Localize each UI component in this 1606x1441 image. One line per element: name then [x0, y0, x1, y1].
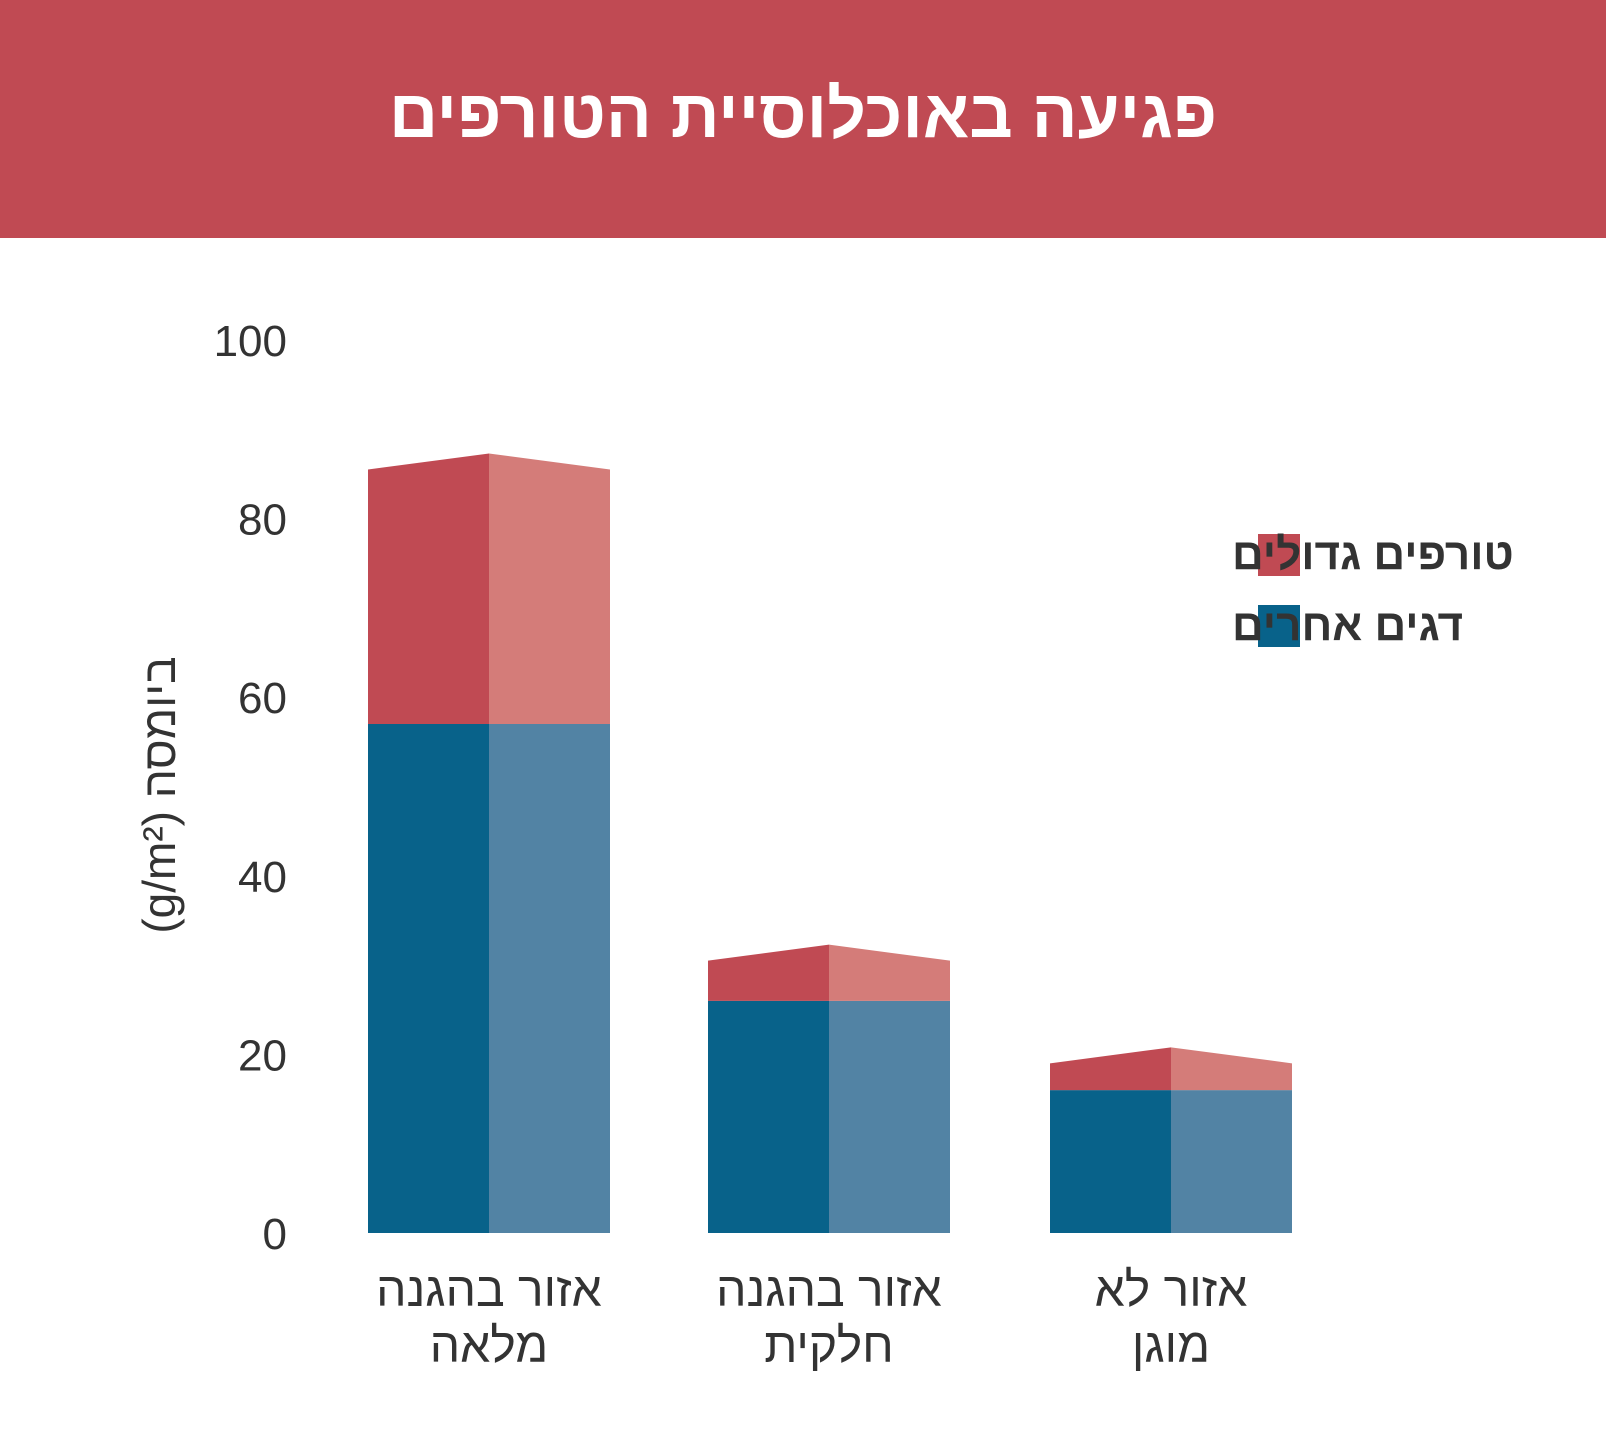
- legend-swatch: [1258, 605, 1300, 647]
- y-axis-label: ביומסה (g/m²): [133, 656, 185, 933]
- y-tick-label: 20: [238, 1031, 287, 1080]
- y-tick-label: 40: [238, 853, 287, 902]
- x-tick-label: אזור לא: [1095, 1264, 1248, 1317]
- legend: טורפים גדולים דגים אחרים: [1232, 530, 1514, 650]
- x-tick-label: מוגן: [1132, 1320, 1210, 1373]
- bar-large-predators: [708, 944, 829, 1001]
- bar-large-predators: [368, 453, 489, 724]
- bar-large-predators-shade: [829, 944, 950, 1001]
- y-tick-label: 80: [238, 496, 287, 545]
- x-tick-label: אזור בהגנה: [376, 1264, 602, 1317]
- y-tick-label: 0: [263, 1210, 287, 1259]
- x-tick-label: חלקית: [764, 1320, 894, 1373]
- bar-others-fish-shade: [489, 723, 610, 1233]
- bar-others-fish-shade: [1171, 1090, 1292, 1233]
- chart-header: פגיעה באוכלוסיית הטורפים: [0, 0, 1606, 238]
- legend-label: טורפים גדולים: [1232, 530, 1514, 579]
- legend-swatch: [1258, 534, 1300, 576]
- bar-others-fish-shade: [829, 1000, 950, 1233]
- y-ticks: 0 20 40 60 80 100: [214, 317, 287, 1259]
- bar-large-predators: [1050, 1047, 1171, 1091]
- chart-title: פגיעה באוכלוסיית הטורפים: [388, 76, 1218, 152]
- bar-large-predators-shade: [1171, 1047, 1292, 1091]
- y-tick-label: 100: [214, 317, 287, 366]
- bars: [368, 453, 1292, 1233]
- bar-others-fish: [1050, 1090, 1171, 1233]
- legend-label: דגים אחרים: [1232, 601, 1463, 650]
- bar-large-predators-shade: [489, 453, 610, 724]
- y-tick-label: 60: [238, 674, 287, 723]
- bar-others-fish: [708, 1000, 829, 1233]
- x-tick-label: מלאה: [430, 1320, 549, 1373]
- bar-others-fish: [368, 723, 489, 1233]
- x-tick-label: אזור בהגנה: [716, 1264, 942, 1317]
